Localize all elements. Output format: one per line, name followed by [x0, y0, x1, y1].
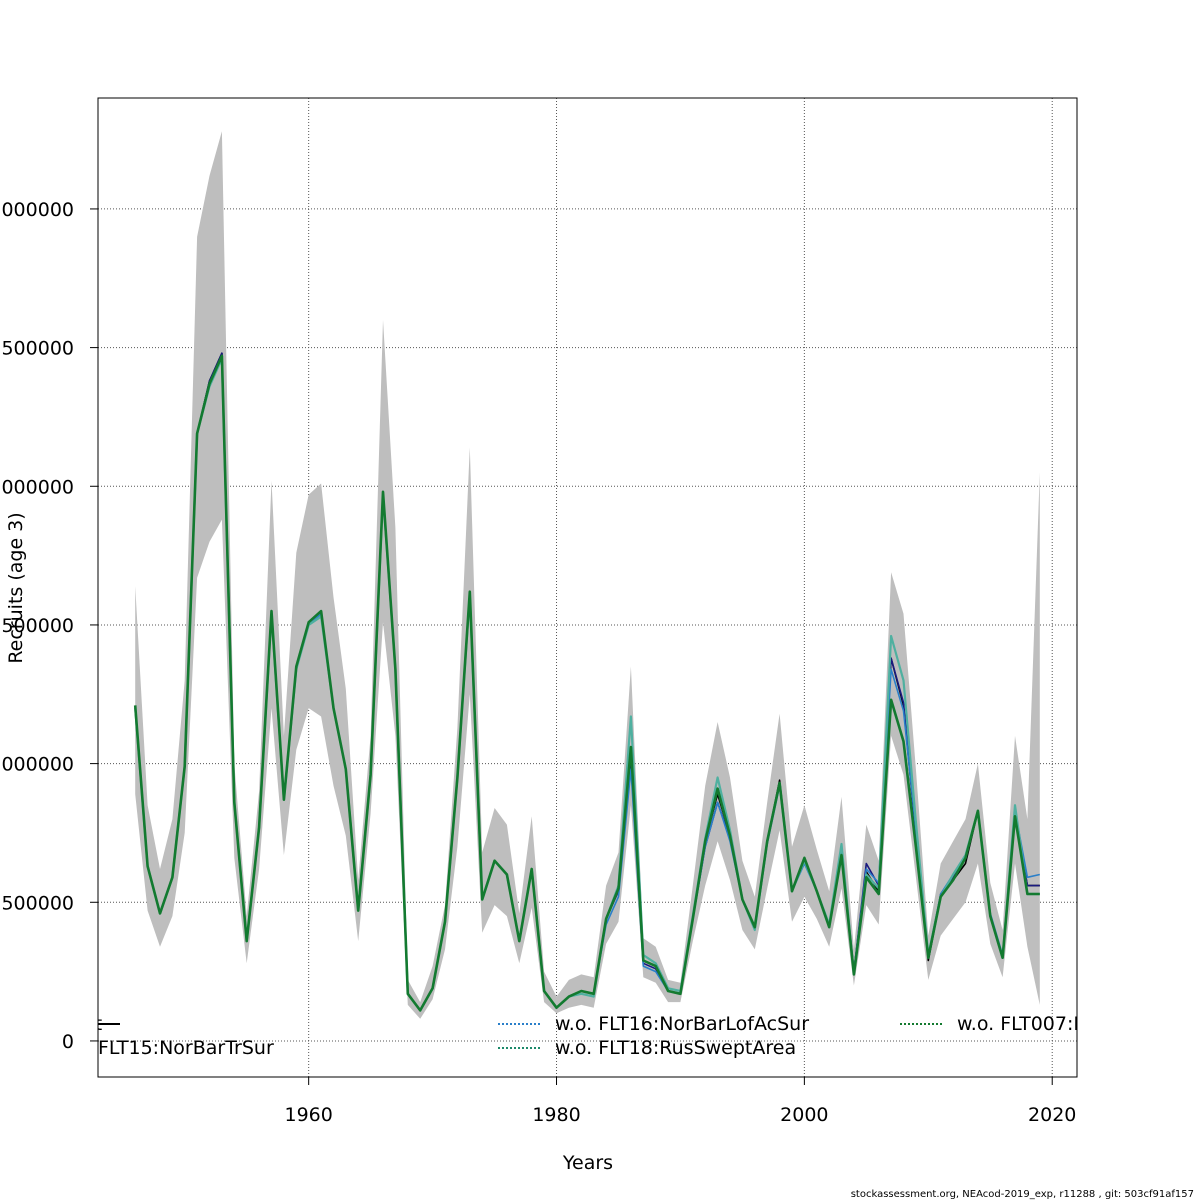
y-tick-label: 3000000	[0, 199, 74, 221]
legend-label: w.o. FLT007:Ecosystem	[957, 1013, 1176, 1035]
y-tick-label: 2000000	[0, 476, 74, 498]
y-tick-label: 2500000	[0, 338, 74, 360]
legend-label: ent	[71, 1013, 102, 1035]
legend-item: w.o. FLT16:NorBarLofAcSur	[498, 1013, 809, 1035]
y-axis: 0 500000 1000000 1500000 2000000 2500000 30000…	[0, 199, 98, 1053]
footer-credit: stockassessment.org, NEAcod-2019_exp, r1…	[851, 1189, 1194, 1200]
x-tick-label: 2000	[780, 1104, 828, 1126]
x-axis: 1960 1980 2000 2020	[284, 1077, 1076, 1126]
legend-label: w.o. FLT18:RusSweptArea	[555, 1037, 796, 1059]
series-line-5	[133, 354, 1040, 1012]
y-tick-label: 1000000	[0, 754, 74, 776]
y-tick-label: 500000	[1, 892, 74, 914]
legend-label: FLT15:NorBarTrSur	[98, 1037, 274, 1059]
x-tick-label: 1960	[284, 1104, 332, 1126]
legend-item: w.o. FLT18:RusSweptArea	[498, 1037, 796, 1059]
x-tick-label: 2020	[1028, 1104, 1076, 1126]
legend-item: FLT15:NorBarTrSur	[98, 1037, 274, 1059]
plot-frame	[97, 97, 1078, 1078]
x-axis-label: Years	[562, 1152, 613, 1174]
series-lines-layer	[133, 352, 1040, 1012]
y-axis-label: Recruits (age 3)	[5, 512, 27, 663]
legend-label: w.o. FLT16:NorBarLofAcSur	[555, 1013, 809, 1035]
y-tick-label: 1500000	[0, 615, 74, 637]
y-tick-label: 0	[62, 1031, 74, 1053]
legend-item: w.o. FLT007:Ecosystem	[900, 1013, 1176, 1035]
confidence-band-layer	[135, 131, 1040, 1019]
legend-item: ent	[71, 1013, 120, 1035]
confidence-band	[135, 131, 1040, 1019]
x-tick-label: 1980	[532, 1104, 580, 1126]
